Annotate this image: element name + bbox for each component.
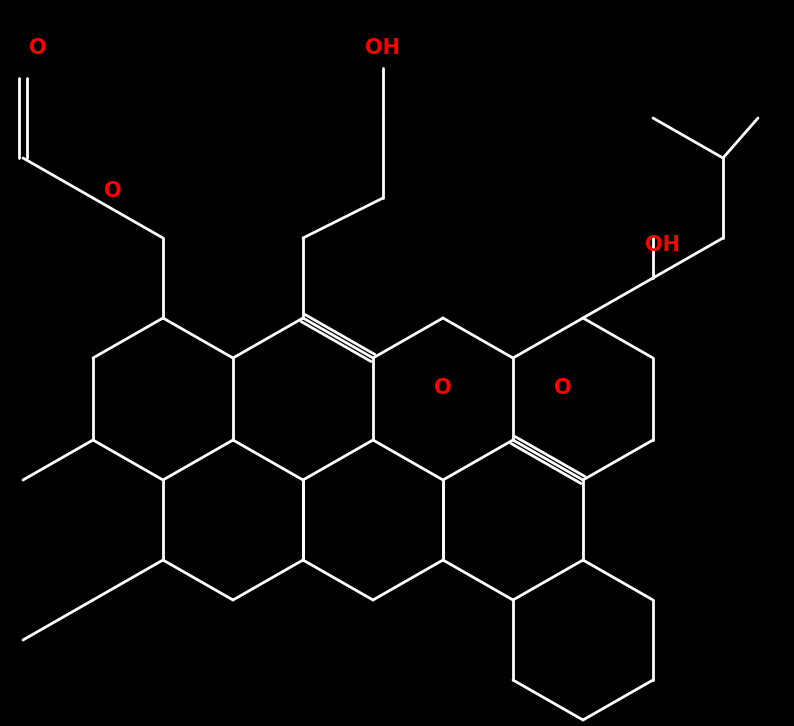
Text: O: O [104, 181, 121, 201]
Text: O: O [554, 378, 572, 398]
Text: OH: OH [646, 235, 680, 255]
Text: O: O [434, 378, 452, 398]
Text: OH: OH [365, 38, 400, 58]
Text: O: O [29, 38, 47, 58]
